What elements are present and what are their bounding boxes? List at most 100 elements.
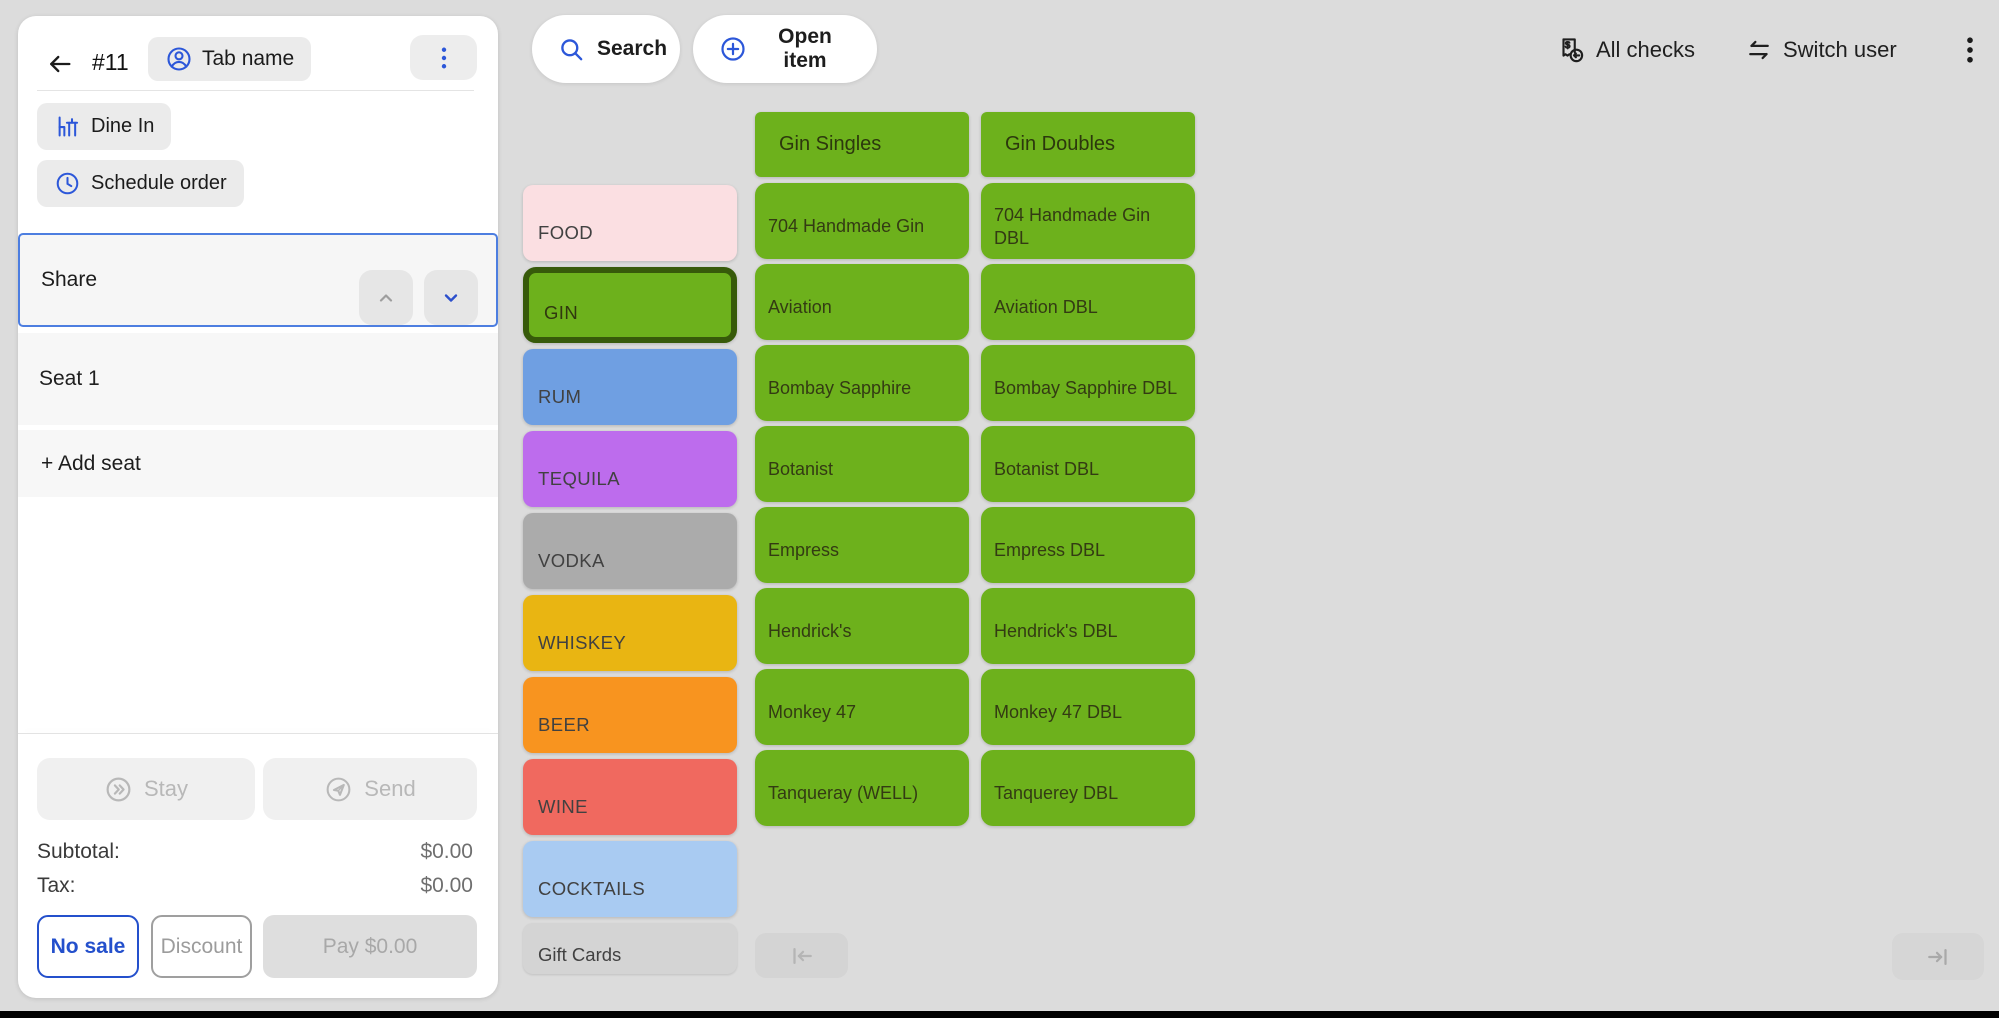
back-button[interactable] [40, 46, 80, 82]
tax-value: $0.00 [420, 874, 473, 897]
kebab-vertical-icon [1957, 33, 1983, 67]
kebab-vertical-icon [433, 43, 455, 73]
all-checks-icon: $ [1556, 35, 1586, 65]
category-gift-cards[interactable]: Gift Cards [523, 923, 737, 974]
order-number: #11 [92, 49, 129, 75]
order-menu-button[interactable] [410, 35, 477, 80]
menu-column-0: Gin Singles 704 Handmade Gin Aviation Bomba… [755, 112, 969, 831]
menu-item[interactable]: Tanqueray (WELL) [755, 750, 969, 826]
menu-item[interactable]: Empress DBL [981, 507, 1195, 583]
schedule-order-label: Schedule order [91, 172, 227, 194]
overflow-menu-button[interactable] [1948, 26, 1992, 74]
schedule-order-button[interactable]: Schedule order [37, 160, 244, 207]
chevron-down-icon [439, 286, 463, 310]
dine-in-icon [54, 113, 81, 140]
chevron-up-icon [374, 286, 398, 310]
dine-in-button[interactable]: Dine In [37, 103, 172, 150]
pay-button[interactable]: Pay $0.00 [263, 915, 477, 978]
category-label: GIN [544, 302, 579, 323]
menu-item[interactable]: Tanquerey DBL [981, 750, 1195, 826]
tab-name-button[interactable]: Tab name [148, 37, 312, 81]
all-checks-label: All checks [1596, 37, 1696, 62]
category-label: WINE [538, 795, 588, 817]
category-label: BEER [538, 713, 590, 735]
share-expand-button[interactable] [424, 270, 478, 325]
send-label: Send [364, 776, 416, 801]
search-button[interactable]: Search [532, 15, 680, 83]
send-icon [324, 775, 353, 804]
switch-user-label: Switch user [1783, 37, 1897, 62]
open-item-button-label: Open item [778, 25, 832, 72]
stay-icon [104, 775, 133, 804]
category-label: VODKA [538, 549, 605, 571]
menu-item[interactable]: Hendrick's DBL [981, 588, 1195, 664]
menu-item[interactable]: Botanist DBL [981, 426, 1195, 502]
menu-item[interactable]: Aviation [755, 264, 969, 340]
search-button-label: Search [597, 37, 668, 60]
subtotal-label: Subtotal: [37, 840, 120, 863]
stay-button[interactable]: Stay [37, 758, 255, 820]
category-wine[interactable]: WINE [523, 759, 737, 835]
page-first-button[interactable] [755, 933, 848, 978]
tab-name-label: Tab name [202, 47, 295, 70]
add-seat-label: + Add seat [41, 451, 141, 475]
subtotal-value: $0.00 [420, 840, 473, 863]
category-list: FOOD GIN RUM TEQUILA VODKA WHISKEY BEER WINE COC… [523, 185, 737, 980]
category-rum[interactable]: RUM [523, 349, 737, 425]
page-last-button[interactable] [1892, 933, 1984, 980]
send-button[interactable]: Send [263, 758, 477, 820]
menu-item[interactable]: Monkey 47 DBL [981, 669, 1195, 745]
category-label: WHISKEY [538, 631, 627, 653]
category-label: FOOD [538, 221, 594, 243]
system-nav-bar [0, 1011, 1999, 1018]
category-beer[interactable]: BEER [523, 677, 737, 753]
menu-item[interactable]: Aviation DBL [981, 264, 1195, 340]
person-circle-icon [165, 45, 193, 73]
footer-divider [18, 733, 498, 734]
swap-arrows-icon [1745, 36, 1773, 64]
plus-circle-icon [719, 35, 747, 63]
no-sale-button[interactable]: No sale [37, 915, 139, 978]
category-label: COCKTAILS [538, 877, 646, 899]
share-collapse-button[interactable] [359, 270, 413, 325]
menu-column-1: Gin Doubles 704 Handmade Gin DBL Aviation … [981, 112, 1195, 831]
switch-user-button[interactable]: Switch user [1745, 26, 1897, 74]
category-tequila[interactable]: TEQUILA [523, 431, 737, 507]
open-item-button[interactable]: Open item [693, 15, 877, 83]
menu-item[interactable]: 704 Handmade Gin [755, 183, 969, 259]
tax-label: Tax: [37, 874, 76, 897]
category-whiskey[interactable]: WHISKEY [523, 595, 737, 671]
menu-item[interactable]: 704 Handmade Gin DBL [981, 183, 1195, 259]
dine-in-label: Dine In [91, 115, 155, 137]
seat-label: Seat 1 [39, 367, 100, 390]
menu-item[interactable]: Hendrick's [755, 588, 969, 664]
svg-text:$: $ [1565, 40, 1571, 50]
subtotal-row: Subtotal: $0.00 [37, 840, 473, 864]
category-food[interactable]: FOOD [523, 185, 737, 261]
category-vodka[interactable]: VODKA [523, 513, 737, 589]
menu-column-header: Gin Doubles [981, 112, 1195, 177]
share-section[interactable]: Share [18, 233, 498, 327]
arrow-left-icon [45, 50, 75, 78]
tax-row: Tax: $0.00 [37, 874, 473, 898]
add-seat-button[interactable]: + Add seat [18, 430, 498, 497]
all-checks-button[interactable]: $ All checks [1556, 26, 1695, 74]
seat-row[interactable]: Seat 1 [18, 333, 498, 425]
arrow-to-end-icon [1923, 942, 1953, 972]
share-label: Share [41, 268, 98, 291]
menu-item[interactable]: Monkey 47 [755, 669, 969, 745]
category-gin[interactable]: GIN [523, 267, 737, 343]
header-divider [37, 90, 474, 91]
menu-item[interactable]: Bombay Sapphire [755, 345, 969, 421]
category-cocktails[interactable]: COCKTAILS [523, 841, 737, 917]
menu-item[interactable]: Empress [755, 507, 969, 583]
menu-item[interactable]: Bombay Sapphire DBL [981, 345, 1195, 421]
discount-button[interactable]: Discount [151, 915, 252, 978]
clock-icon [54, 170, 81, 197]
menu-column-header: Gin Singles [755, 112, 969, 177]
category-label: RUM [538, 385, 582, 407]
category-label: TEQUILA [538, 467, 620, 489]
search-icon [558, 36, 585, 63]
menu-item[interactable]: Botanist [755, 426, 969, 502]
